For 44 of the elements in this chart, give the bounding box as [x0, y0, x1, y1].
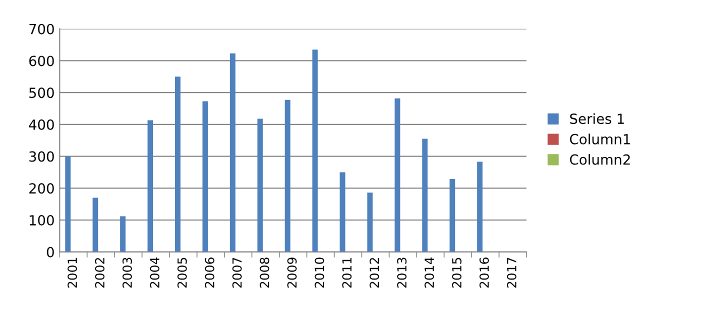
- x-tick-label: 2003: [122, 258, 132, 288]
- bar: [230, 53, 236, 252]
- x-tick-label: 2014: [424, 257, 434, 288]
- bar: [92, 198, 98, 252]
- y-tick-label: 300: [29, 151, 54, 162]
- bar: [284, 100, 290, 252]
- x-tick-label: 2012: [370, 258, 380, 288]
- x-tick-label: 2009: [287, 258, 297, 288]
- x-tick-label: 2005: [177, 258, 187, 288]
- bar: [450, 178, 456, 252]
- bar: [120, 216, 126, 252]
- y-tick-label: 100: [30, 215, 54, 226]
- bar: [175, 76, 180, 252]
- x-tick-label: 2011: [342, 258, 352, 288]
- bar: [477, 162, 483, 252]
- x-tick-label: 2015: [452, 258, 462, 288]
- x-tick-label: 2002: [95, 258, 104, 288]
- legend-label: Series 1: [570, 113, 624, 124]
- y-tick-label: 700: [29, 24, 54, 34]
- x-tick-label: 2010: [314, 258, 324, 288]
- y-tick-label: 500: [29, 88, 54, 98]
- y-tick-label: 0: [46, 246, 54, 258]
- x-tick-label: 2016: [479, 258, 489, 288]
- bar: [202, 101, 208, 252]
- y-tick-label: 600: [29, 56, 54, 66]
- x-tick-label: 2001: [68, 258, 78, 288]
- x-tick-label: 2007: [232, 258, 242, 288]
- bar: [312, 50, 318, 252]
- bar: [148, 120, 154, 252]
- y-tick-label: 200: [29, 183, 54, 194]
- bar: [394, 98, 400, 252]
- bar: [257, 118, 263, 252]
- y-tick-label: 400: [28, 119, 54, 130]
- x-tick-label: 2013: [397, 258, 407, 288]
- bar: [422, 138, 428, 252]
- legend-label: Column1: [570, 134, 630, 144]
- x-tick-label: 2004: [150, 257, 160, 288]
- bar: [340, 172, 346, 252]
- x-tick-label: 2006: [204, 258, 214, 288]
- bar: [367, 192, 373, 252]
- x-tick-label: 2017: [506, 258, 516, 288]
- bar: [65, 156, 71, 252]
- legend-label: Column2: [570, 154, 630, 165]
- x-tick-label: 2008: [260, 258, 270, 288]
